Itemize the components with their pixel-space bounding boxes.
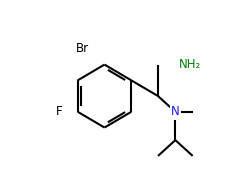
Text: Br: Br xyxy=(76,42,89,55)
Text: N: N xyxy=(171,105,180,118)
Text: NH₂: NH₂ xyxy=(178,58,201,71)
Text: F: F xyxy=(56,105,62,118)
